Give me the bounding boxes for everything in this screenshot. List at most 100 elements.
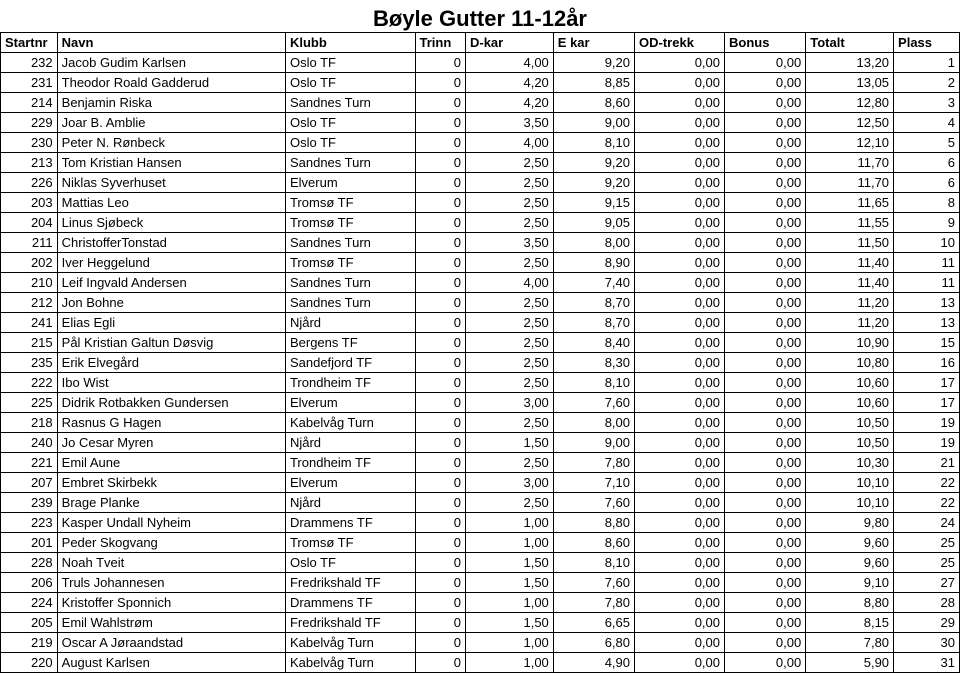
table-cell: 2,50 <box>465 253 553 273</box>
table-row: 204Linus SjøbeckTromsø TF02,509,050,000,… <box>1 213 960 233</box>
table-cell: 3,50 <box>465 113 553 133</box>
table-cell: 0,00 <box>725 293 806 313</box>
table-row: 222Ibo WistTrondheim TF02,508,100,000,00… <box>1 373 960 393</box>
table-cell: Oslo TF <box>285 133 415 153</box>
table-cell: 13,05 <box>806 73 894 93</box>
table-cell: 219 <box>1 633 58 653</box>
table-cell: 4 <box>894 113 960 133</box>
table-row: 228Noah TveitOslo TF01,508,100,000,009,6… <box>1 553 960 573</box>
table-cell: 8,90 <box>553 253 634 273</box>
table-cell: Tromsø TF <box>285 253 415 273</box>
table-cell: 9,20 <box>553 173 634 193</box>
table-cell: 11,40 <box>806 253 894 273</box>
table-cell: 0,00 <box>725 553 806 573</box>
table-cell: Oslo TF <box>285 553 415 573</box>
table-cell: Sandnes Turn <box>285 273 415 293</box>
table-cell: 0,00 <box>725 573 806 593</box>
table-cell: 0 <box>415 633 465 653</box>
table-cell: Bergens TF <box>285 333 415 353</box>
table-cell: Fredrikshald TF <box>285 613 415 633</box>
table-cell: Oscar A Jøraandstad <box>57 633 285 653</box>
table-cell: 13 <box>894 313 960 333</box>
table-cell: 0,00 <box>725 453 806 473</box>
table-cell: 0,00 <box>725 653 806 673</box>
table-cell: 9,20 <box>553 153 634 173</box>
table-cell: 0,00 <box>725 273 806 293</box>
table-cell: 6 <box>894 153 960 173</box>
table-row: 240Jo Cesar MyrenNjård01,509,000,000,001… <box>1 433 960 453</box>
table-row: 215Pål Kristian Galtun DøsvigBergens TF0… <box>1 333 960 353</box>
table-cell: 8,10 <box>553 133 634 153</box>
col-ekar: E kar <box>553 33 634 53</box>
table-cell: 10,90 <box>806 333 894 353</box>
table-cell: 0,00 <box>635 633 725 653</box>
table-cell: 0,00 <box>725 433 806 453</box>
table-cell: 3 <box>894 93 960 113</box>
table-cell: 8,80 <box>806 593 894 613</box>
table-cell: 24 <box>894 513 960 533</box>
table-cell: 15 <box>894 333 960 353</box>
table-cell: 11,70 <box>806 153 894 173</box>
table-cell: 0,00 <box>725 473 806 493</box>
table-cell: 2,50 <box>465 333 553 353</box>
table-cell: 0,00 <box>635 213 725 233</box>
table-cell: 0 <box>415 73 465 93</box>
table-cell: 10,60 <box>806 393 894 413</box>
table-cell: 0,00 <box>635 173 725 193</box>
table-cell: 0,00 <box>725 633 806 653</box>
table-cell: 214 <box>1 93 58 113</box>
table-cell: 9,05 <box>553 213 634 233</box>
table-cell: 220 <box>1 653 58 673</box>
table-cell: 221 <box>1 453 58 473</box>
col-totalt: Totalt <box>806 33 894 53</box>
table-cell: Elverum <box>285 173 415 193</box>
table-cell: 11,55 <box>806 213 894 233</box>
table-cell: 6,65 <box>553 613 634 633</box>
table-cell: 2,50 <box>465 213 553 233</box>
table-cell: 4,20 <box>465 73 553 93</box>
table-cell: 7,60 <box>553 493 634 513</box>
table-row: 235Erik ElvegårdSandefjord TF02,508,300,… <box>1 353 960 373</box>
table-cell: 0 <box>415 293 465 313</box>
table-cell: 8,70 <box>553 313 634 333</box>
table-cell: 0,00 <box>635 313 725 333</box>
table-cell: 9,10 <box>806 573 894 593</box>
table-cell: 19 <box>894 413 960 433</box>
table-cell: 0,00 <box>725 193 806 213</box>
table-cell: 0,00 <box>635 73 725 93</box>
table-cell: 25 <box>894 533 960 553</box>
table-cell: 231 <box>1 73 58 93</box>
table-cell: 7,10 <box>553 473 634 493</box>
table-cell: 202 <box>1 253 58 273</box>
table-cell: Didrik Rotbakken Gundersen <box>57 393 285 413</box>
table-cell: 9,80 <box>806 513 894 533</box>
table-cell: Emil Wahlstrøm <box>57 613 285 633</box>
table-cell: 0,00 <box>725 313 806 333</box>
table-row: 220August KarlsenKabelvåg Turn01,004,900… <box>1 653 960 673</box>
table-cell: 11,65 <box>806 193 894 213</box>
col-startnr: Startnr <box>1 33 58 53</box>
table-cell: Emil Aune <box>57 453 285 473</box>
table-cell: 0,00 <box>725 393 806 413</box>
table-cell: 213 <box>1 153 58 173</box>
table-cell: 7,40 <box>553 273 634 293</box>
table-cell: 0 <box>415 533 465 553</box>
table-cell: 10,80 <box>806 353 894 373</box>
table-cell: 0,00 <box>635 573 725 593</box>
table-cell: 31 <box>894 653 960 673</box>
table-cell: 8,10 <box>553 373 634 393</box>
table-cell: 2,50 <box>465 373 553 393</box>
table-cell: 17 <box>894 393 960 413</box>
table-cell: Elias Egli <box>57 313 285 333</box>
table-cell: 0 <box>415 573 465 593</box>
table-cell: 0 <box>415 133 465 153</box>
table-cell: 0,00 <box>635 153 725 173</box>
table-cell: 9 <box>894 213 960 233</box>
table-cell: 0,00 <box>725 213 806 233</box>
table-cell: 0 <box>415 353 465 373</box>
table-cell: 241 <box>1 313 58 333</box>
col-trinn: Trinn <box>415 33 465 53</box>
table-cell: 0 <box>415 213 465 233</box>
table-cell: 30 <box>894 633 960 653</box>
table-body: 232Jacob Gudim KarlsenOslo TF04,009,200,… <box>1 53 960 673</box>
